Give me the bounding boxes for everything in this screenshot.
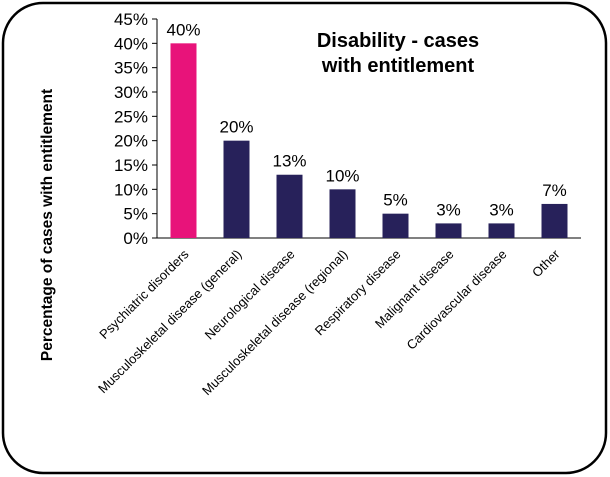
- y-tick-label: 40%: [114, 34, 148, 53]
- y-tick-label: 45%: [114, 10, 148, 29]
- y-axis: 0% 5% 10% 15% 20% 25% 30% 35% 40% 45%: [114, 10, 581, 248]
- y-tick-label: 15%: [114, 156, 148, 175]
- bar: [488, 223, 515, 238]
- y-tick-label: 25%: [114, 107, 148, 126]
- data-labels: 40% 20% 13% 10% 5% 3% 3% 7%: [166, 20, 566, 219]
- y-tick-label: 0%: [123, 229, 148, 248]
- y-tick-label: 20%: [114, 132, 148, 151]
- bar: [170, 43, 197, 239]
- bar: [223, 140, 250, 238]
- chart-title-line: with entitlement: [321, 55, 475, 77]
- bar: [382, 213, 409, 238]
- data-label: 3%: [436, 200, 461, 219]
- y-axis-title: Percentage of cases with entitlement: [39, 89, 56, 361]
- bar: [435, 223, 462, 238]
- chart-title-line: Disability - cases: [317, 30, 479, 52]
- data-label: 3%: [489, 200, 514, 219]
- bar: [329, 189, 356, 238]
- data-label: 7%: [542, 181, 567, 200]
- data-label: 40%: [166, 20, 200, 39]
- chart-title: Disability - cases with entitlement: [317, 30, 479, 77]
- bar: [276, 174, 303, 238]
- data-label: 10%: [325, 166, 359, 185]
- data-label: 20%: [219, 118, 253, 137]
- data-label: 5%: [383, 191, 408, 210]
- y-tick-label: 10%: [114, 180, 148, 199]
- y-tick-label: 35%: [114, 59, 148, 78]
- y-tick-label: 5%: [123, 205, 148, 224]
- bar: [541, 203, 568, 238]
- bars: [170, 43, 568, 239]
- data-label: 13%: [272, 152, 306, 171]
- y-tick-label: 30%: [114, 83, 148, 102]
